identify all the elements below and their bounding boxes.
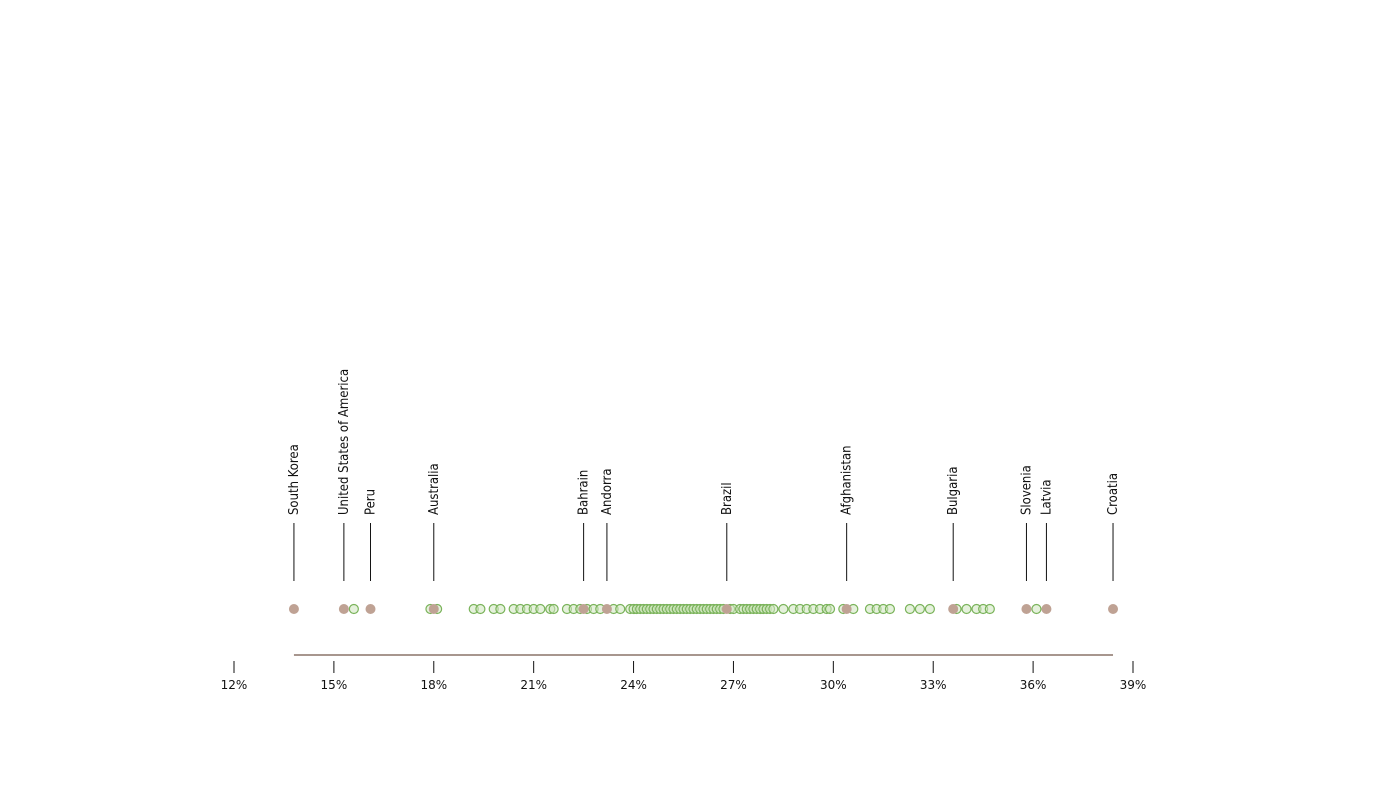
other-country-point — [548, 603, 559, 615]
other-country-point — [778, 603, 789, 615]
other-country-point — [1031, 603, 1042, 615]
other-country-point — [495, 603, 506, 615]
x-tick-label: 27% — [720, 678, 747, 692]
other-country-point — [348, 603, 359, 615]
country-label: Latvia — [1039, 479, 1054, 515]
other-country-point — [884, 603, 896, 615]
x-axis: 12% 15% 18% 21% 24% 27% 30% 33% 36% 39% — [221, 661, 1147, 692]
country-label: Brazil — [720, 482, 735, 515]
highlighted-country-point — [1021, 604, 1032, 614]
other-country-point — [904, 603, 916, 615]
highlighted-countries: South Korea United States of America Peru A… — [287, 369, 1121, 614]
highlighted-country-point — [288, 604, 299, 614]
highlighted-country-point — [1041, 604, 1052, 614]
country-label: South Korea — [287, 444, 302, 515]
country-label: Bahrain — [577, 470, 592, 515]
country-label: Slovenia — [1019, 465, 1034, 515]
country-label: Andorra — [600, 468, 615, 515]
country-label: Croatia — [1106, 473, 1121, 515]
x-tick-label: 15% — [321, 678, 348, 692]
x-tick-label: 33% — [920, 678, 947, 692]
x-tick-label: 18% — [420, 678, 447, 692]
highlighted-country-point — [948, 604, 959, 614]
x-tick-label: 36% — [1020, 678, 1047, 692]
country-label: United States of America — [337, 369, 352, 515]
x-tick-label: 30% — [820, 678, 847, 692]
other-country-point — [615, 603, 626, 615]
other-country-point — [924, 603, 935, 615]
country-label: Bulgaria — [946, 466, 961, 515]
country-label: Afghanistan — [840, 445, 855, 515]
other-country-point — [475, 603, 486, 615]
other-country-point — [768, 603, 779, 615]
highlighted-country-point — [365, 604, 376, 614]
highlighted-country-point — [841, 604, 852, 614]
other-country-point — [914, 603, 926, 615]
highlighted-country-point — [578, 604, 589, 614]
other-country-point — [535, 603, 546, 615]
x-tick-label: 12% — [221, 678, 248, 692]
other-countries-points — [348, 603, 1042, 615]
x-tick-label: 21% — [520, 678, 547, 692]
x-tick-label: 39% — [1120, 678, 1147, 692]
country-label: Peru — [364, 489, 379, 515]
country-label: Australia — [427, 463, 442, 515]
highlighted-country-point — [721, 604, 732, 614]
other-country-point — [961, 603, 972, 615]
highlighted-country-point — [428, 604, 439, 614]
other-country-point — [984, 603, 995, 615]
highlighted-country-point — [1108, 604, 1119, 614]
x-tick-label: 24% — [620, 678, 647, 692]
highlighted-country-point — [338, 604, 349, 614]
other-country-point — [824, 603, 836, 615]
highlighted-country-point — [601, 604, 612, 614]
